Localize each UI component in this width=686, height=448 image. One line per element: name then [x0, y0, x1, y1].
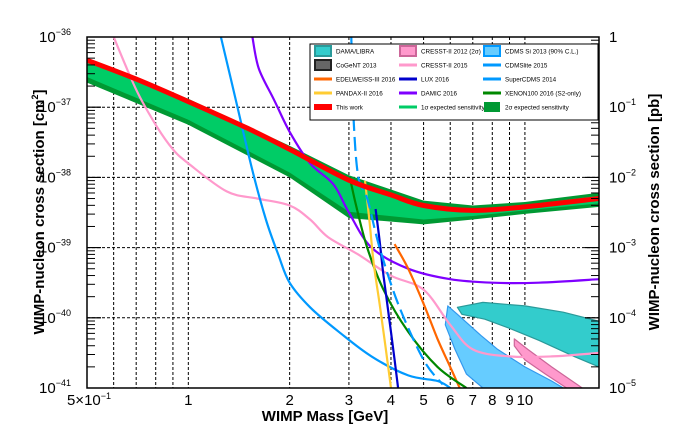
legend-swatch [399, 105, 417, 109]
legend-swatch [483, 77, 501, 81]
series-edelweiss-iii-2016 [393, 243, 461, 388]
legend-label: PANDAX-II 2016 [336, 91, 383, 98]
x-tick-label: 10 [517, 392, 534, 409]
legend-swatch [399, 63, 417, 67]
legend-label: XENON100 2016 (S2-only) [505, 91, 581, 98]
legend-label: CRESST-II 2015 [421, 63, 468, 70]
y-tick-label-left: 10−37 [39, 97, 71, 116]
legend-swatch [314, 77, 332, 81]
legend-label: 2σ expected sensitivity [505, 105, 570, 112]
legend-item-xenon100-2016-s2-only: XENON100 2016 (S2-only) [483, 91, 581, 98]
regions [444, 301, 599, 388]
series-cdmslite-2015 [219, 37, 451, 388]
y-tick-label-left: 10−36 [39, 27, 71, 46]
legend-swatch [314, 45, 332, 57]
x-tick-label: 9 [505, 392, 513, 409]
y-tick-label-right: 10−2 [609, 167, 636, 186]
legend-label: CDMSlite 2015 [505, 63, 548, 70]
legend-label: CoGeNT 2013 [336, 63, 377, 70]
y-axis-title-left: WIMP-nucleon cross section [cm2] [30, 89, 48, 334]
y-tick-label-right: 10−1 [609, 97, 636, 116]
legend-label: DAMIC 2016 [421, 91, 458, 98]
legend-swatch [484, 102, 500, 112]
legend: DAMA/LIBRA CRESST-II 2012 (2σ) CDMS Si 201… [309, 43, 599, 121]
x-tick-label: 5 [419, 392, 427, 409]
legend-swatch [483, 63, 501, 67]
legend-item-this-work: This work [314, 104, 364, 112]
series-supercdms-2014 [350, 37, 444, 386]
legend-label: EDELWEISS-III 2016 [336, 77, 396, 84]
x-tick-label: 1 [184, 392, 192, 409]
legend-swatch [399, 45, 417, 57]
y-tick-label-left: 10−38 [39, 167, 71, 186]
legend-swatch [314, 91, 332, 95]
x-tick-label: 6 [446, 392, 454, 409]
y-axis-title-right: WIMP-nucleon cross section [pb] [646, 94, 663, 331]
legend-item-cresst-ii-2015: CRESST-II 2015 [399, 63, 468, 70]
legend-item-supercdms-2014: SuperCDMS 2014 [483, 77, 557, 84]
x-tick-label: 7 [469, 392, 477, 409]
legend-label: CRESST-II 2012 (2σ) [421, 49, 481, 56]
region-cresst-ii-2012-2sigma [513, 338, 584, 388]
y-tick-label-left: 10−40 [39, 308, 71, 327]
region-cdms-si-2013-90-c-l [444, 305, 564, 388]
legend-swatch [483, 45, 501, 57]
legend-item-1sigma-expected-sensitivity: 1σ expected sensitivity [399, 105, 486, 112]
legend-label: CDMS Si 2013 (90% C.L.) [505, 49, 579, 56]
legend-item-cdms-si-2013-90-c-l: CDMS Si 2013 (90% C.L.) [483, 45, 579, 57]
legend-item-cresst-ii-2012-2sigma: CRESST-II 2012 (2σ) [399, 45, 481, 57]
x-tick-label: 2 [285, 392, 293, 409]
y-tick-label-left: 10−41 [39, 378, 71, 397]
x-axis-title: WIMP Mass [GeV] [262, 408, 388, 425]
legend-item-pandax-ii-2016: PANDAX-II 2016 [314, 91, 383, 98]
legend-item-edelweiss-iii-2016: EDELWEISS-III 2016 [314, 77, 396, 84]
legend-frame [309, 43, 599, 121]
series-lines [87, 37, 599, 388]
series-pandax-ii-2016 [363, 180, 393, 388]
y-tick-labels-right: 1 10−1 10−2 10−3 10−4 10−5 [609, 29, 636, 397]
y-tick-label-right: 10−5 [609, 378, 636, 397]
series-cresst-ii-2015 [112, 37, 599, 359]
legend-label: LUX 2016 [421, 77, 450, 84]
legend-item-cogent-2013: CoGeNT 2013 [314, 59, 377, 71]
x-tick-label: 4 [387, 392, 395, 409]
y-tick-label-right: 10−4 [609, 308, 636, 327]
legend-item-2sigma-expected-sensitivity: 2σ expected sensitivity [484, 102, 570, 112]
region-dama-libra [456, 301, 599, 368]
x-tick-label: 5×10−1 [67, 391, 111, 409]
series-damic-2016 [251, 37, 599, 285]
legend-label: 1σ expected sensitivity [421, 105, 486, 112]
legend-swatch [314, 104, 332, 110]
y-tick-label-right: 10−3 [609, 238, 636, 257]
plot-frame [86, 36, 600, 389]
x-tick-label: 3 [345, 392, 353, 409]
legend-swatch [399, 91, 417, 95]
legend-label: This work [336, 105, 364, 112]
x-tick-labels: 5×10−1 1 2 3 4 5 6 7 8 9 10 [67, 391, 533, 409]
legend-swatch [314, 59, 332, 71]
legend-swatch [483, 91, 501, 95]
legend-item-cdmslite-2015: CDMSlite 2015 [483, 63, 548, 70]
legend-item-damic-2016: DAMIC 2016 [399, 91, 458, 98]
y-tick-labels-left: 10−36 10−37 10−38 10−39 10−40 10−41 [39, 27, 71, 397]
legend-label: SuperCDMS 2014 [505, 77, 557, 84]
legend-swatch [399, 77, 417, 81]
legend-item-lux-2016: LUX 2016 [399, 77, 450, 84]
plot-area [87, 37, 599, 388]
series-xenon100-2016-s2-only [348, 177, 468, 388]
x-tick-label: 8 [488, 392, 496, 409]
legend-label: DAMA/LIBRA [336, 49, 375, 56]
series-this-work [87, 57, 599, 213]
y-tick-label-left: 10−39 [39, 238, 71, 257]
legend-item-dama-libra: DAMA/LIBRA [314, 45, 375, 57]
series-lux-2016 [374, 208, 400, 388]
y-tick-label-right: 1 [609, 29, 617, 46]
